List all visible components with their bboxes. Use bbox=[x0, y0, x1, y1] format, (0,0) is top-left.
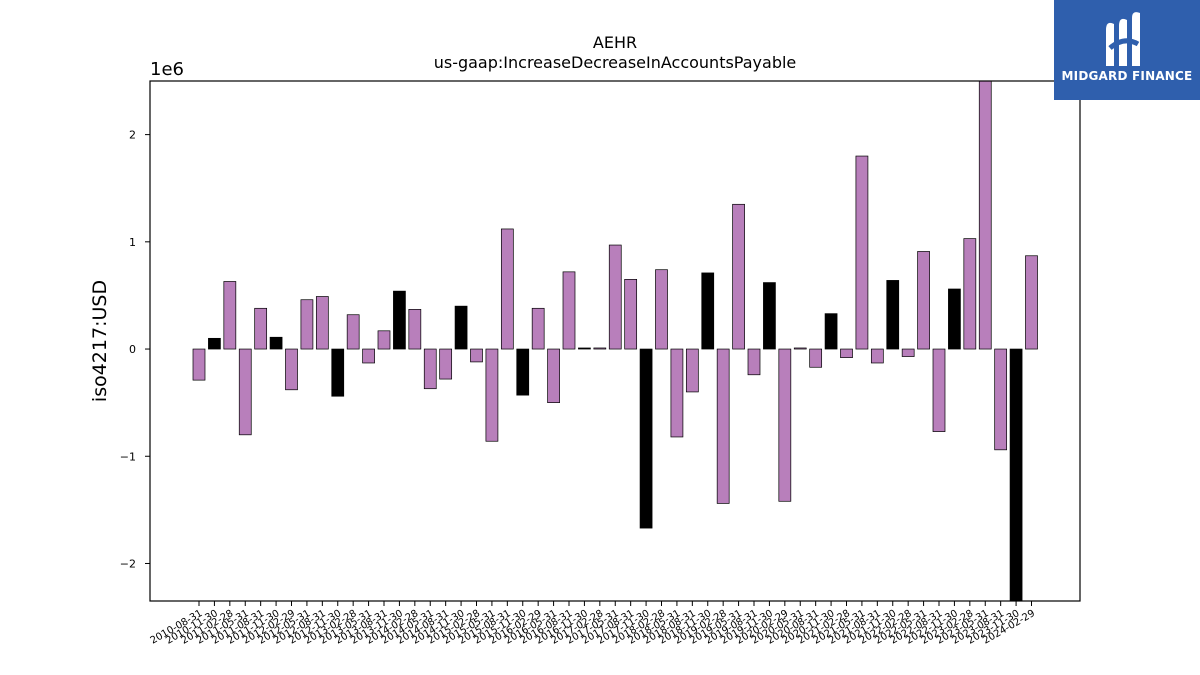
bar-2013-05-31 bbox=[362, 348, 375, 364]
bar-2020-02-29 bbox=[778, 348, 792, 502]
y-tick-label: 0 bbox=[129, 343, 136, 356]
midgard-logo-icon bbox=[1106, 12, 1140, 67]
y-tick-label: −2 bbox=[120, 557, 136, 570]
bar-2011-05-31 bbox=[238, 348, 252, 436]
bar-2016-11-30 bbox=[578, 347, 591, 350]
bar-2022-05-31 bbox=[917, 251, 930, 350]
bar-2010-08-31 bbox=[192, 348, 206, 381]
bar-2017-05-31 bbox=[608, 244, 622, 350]
bar-2015-11-30 bbox=[516, 348, 530, 396]
bar-2019-08-31 bbox=[747, 348, 761, 376]
bar-2023-05-31 bbox=[978, 80, 992, 350]
bar-2010-11-30 bbox=[208, 337, 221, 350]
bar-2015-05-31 bbox=[485, 348, 499, 442]
bar-2016-08-31 bbox=[562, 271, 576, 350]
y-axis-label: iso4217:USD bbox=[89, 280, 111, 402]
chart-subtitle: us-gaap:IncreaseDecreaseInAccountsPayabl… bbox=[434, 53, 797, 72]
bar-2023-08-31 bbox=[994, 348, 1008, 451]
bar-2021-08-31 bbox=[870, 348, 884, 364]
y-axis-ticks: −2 −1 0 1 2 bbox=[120, 129, 150, 570]
bar-2014-02-28 bbox=[408, 309, 422, 350]
bar-2020-08-31 bbox=[809, 348, 823, 368]
midgard-finance-logo: MIDGARD FINANCE bbox=[1054, 0, 1200, 100]
bar-2013-11-30 bbox=[393, 290, 406, 350]
bar-2019-02-28 bbox=[716, 348, 730, 504]
bar-2015-02-28 bbox=[470, 348, 483, 363]
bar-2022-08-31 bbox=[932, 348, 946, 432]
bar-2013-08-31 bbox=[377, 330, 391, 350]
bar-2011-11-30 bbox=[269, 336, 283, 350]
bar-2023-11-30 bbox=[1009, 348, 1023, 602]
bar-2012-11-30 bbox=[331, 348, 345, 397]
bar-2022-11-30 bbox=[948, 288, 961, 350]
y-tick-label: 1 bbox=[129, 236, 136, 249]
x-axis-ticks: 2010-08-312010-11-302011-02-282011-05-31… bbox=[149, 601, 1037, 647]
bar-2011-02-28 bbox=[223, 281, 237, 350]
bar-2021-05-31 bbox=[855, 155, 869, 350]
bar-2012-08-31 bbox=[315, 296, 329, 350]
plot-frame bbox=[149, 80, 1081, 602]
bar-2018-11-30 bbox=[701, 272, 715, 350]
bar-2017-11-30 bbox=[639, 348, 653, 529]
bar-2016-02-29 bbox=[531, 307, 545, 350]
bar-2016-05-31 bbox=[547, 348, 560, 404]
bar-2023-02-28 bbox=[963, 238, 977, 350]
y-tick-label: −1 bbox=[120, 450, 136, 463]
bar-2018-02-28 bbox=[655, 269, 668, 350]
bar-2014-05-31 bbox=[423, 348, 437, 390]
bar-2021-11-30 bbox=[886, 280, 900, 350]
bar-2011-08-31 bbox=[254, 307, 268, 350]
bar-2024-02-29 bbox=[1025, 255, 1038, 350]
bar-2022-02-28 bbox=[901, 348, 915, 357]
bar-2021-02-28 bbox=[840, 348, 853, 358]
y-tick-label: 2 bbox=[129, 129, 136, 142]
y-scale-label: 1e6 bbox=[150, 59, 184, 80]
bar-2018-05-31 bbox=[670, 348, 684, 438]
bar-2020-11-30 bbox=[824, 313, 838, 350]
bar-2019-05-31 bbox=[732, 203, 745, 350]
bar-2015-08-31 bbox=[500, 228, 514, 350]
bar-2012-05-31 bbox=[300, 299, 314, 350]
bar-2013-02-28 bbox=[346, 314, 360, 350]
bar-2014-11-30 bbox=[454, 305, 468, 350]
chart-title: AEHR bbox=[593, 33, 637, 52]
bar-2020-05-31 bbox=[793, 347, 807, 350]
bar-2017-08-31 bbox=[624, 279, 638, 350]
bars-group bbox=[192, 80, 1038, 602]
bar-2012-02-29 bbox=[285, 348, 298, 391]
bar-2019-11-30 bbox=[763, 282, 776, 350]
logo-text: MIDGARD FINANCE bbox=[1061, 69, 1193, 83]
bar-2018-08-31 bbox=[685, 348, 699, 393]
bar-2017-02-28 bbox=[593, 347, 607, 350]
bar-2014-08-31 bbox=[439, 348, 453, 380]
